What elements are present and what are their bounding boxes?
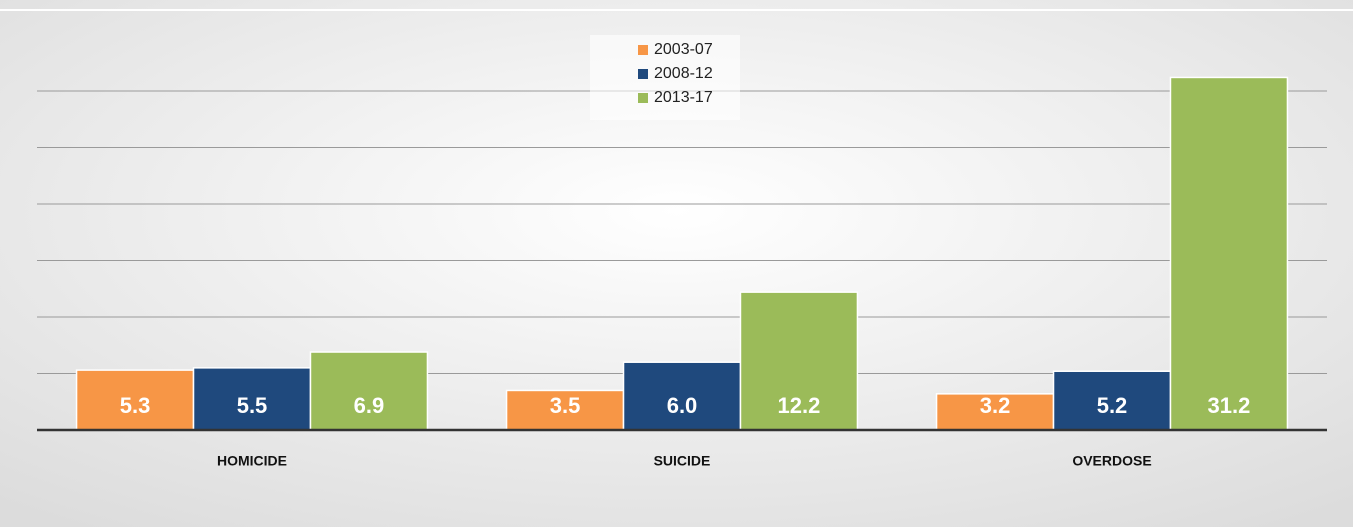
legend-swatch [638, 45, 648, 55]
legend-swatch [638, 93, 648, 103]
bar [935, 393, 1055, 431]
bar [1169, 76, 1289, 431]
data-label: 6.0 [667, 393, 698, 418]
data-label: 5.2 [1097, 393, 1128, 418]
bar [75, 369, 195, 431]
x-tick-label: HOMICIDE [217, 453, 287, 469]
data-label: 5.3 [120, 393, 151, 418]
legend-box [590, 35, 740, 120]
bar [739, 291, 859, 431]
data-label: 3.5 [550, 393, 581, 418]
data-label: 5.5 [237, 393, 268, 418]
data-label: 3.2 [980, 393, 1011, 418]
legend-label: 2013-17 [654, 89, 713, 106]
data-label: 31.2 [1208, 393, 1251, 418]
bar [192, 367, 312, 431]
x-tick-label: OVERDOSE [1072, 453, 1151, 469]
bar [1052, 370, 1172, 431]
legend-label: 2008-12 [654, 65, 713, 82]
legend-label: 2003-07 [654, 41, 713, 58]
data-label: 6.9 [354, 393, 385, 418]
bar [622, 361, 742, 431]
data-label: 12.2 [778, 393, 821, 418]
bar [309, 351, 429, 431]
x-tick-label: SUICIDE [654, 453, 711, 469]
legend-swatch [638, 69, 648, 79]
